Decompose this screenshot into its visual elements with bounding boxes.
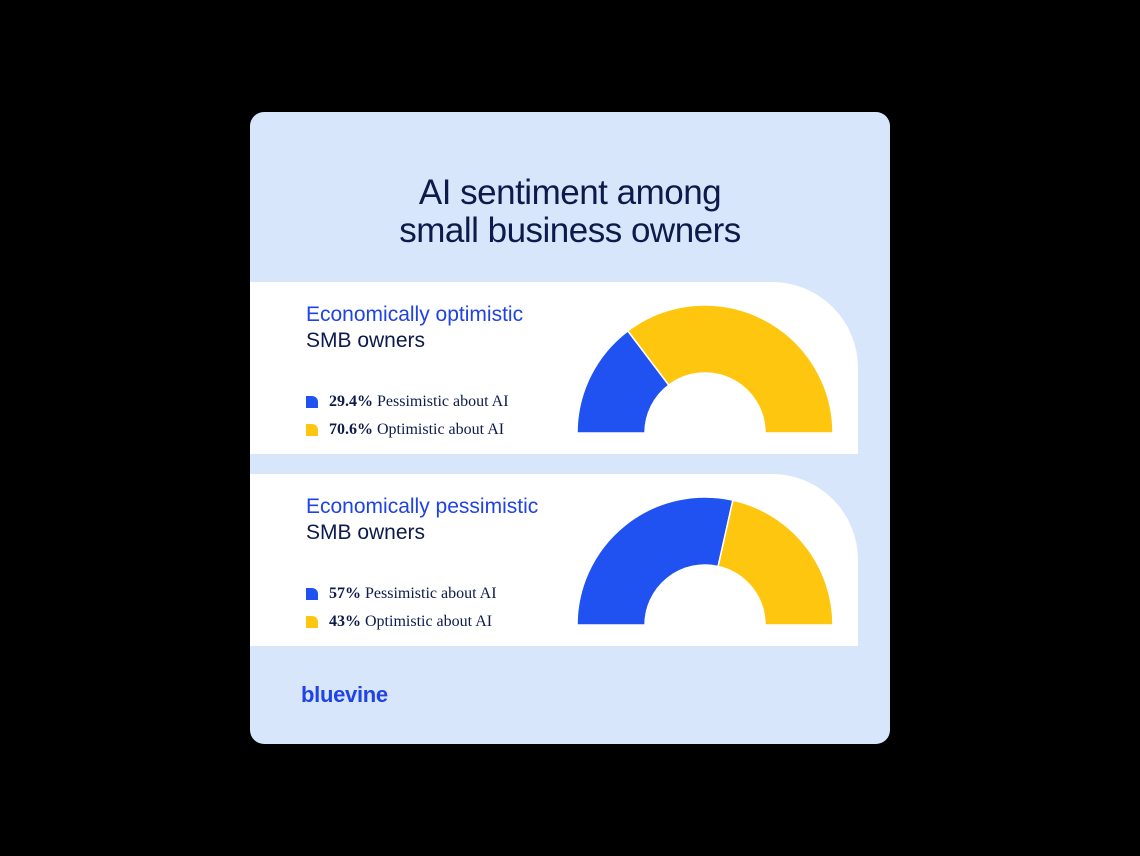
legend-label: Pessimistic about AI (365, 585, 497, 602)
title-line-1: AI sentiment among (418, 173, 722, 212)
legend-swatch-pessimistic (306, 396, 318, 408)
legend-item-pessimistic: 29.4% Pessimistic about AI (306, 388, 509, 416)
panel-heading-accent: Economically optimistic (306, 303, 524, 326)
legend-label: Pessimistic about AI (377, 393, 509, 410)
pessimistic-owners-panel: Economically pessimistic SMB owners 57% … (250, 474, 858, 646)
legend-item-optimistic: 70.6% Optimistic about AI (306, 416, 509, 444)
legend-swatch-optimistic (306, 616, 318, 628)
legend-value: 70.6% (329, 421, 373, 438)
legend: 29.4% Pessimistic about AI 70.6% Optimis… (306, 388, 509, 444)
legend-swatch-pessimistic (306, 588, 318, 600)
gauge-slice-optimistic (626, 304, 834, 434)
panel-heading: Economically optimistic SMB owners (306, 302, 523, 354)
gauge-slice-pessimistic (576, 496, 734, 626)
infographic-card: AI sentiment among small business owners… (250, 112, 890, 744)
bluevine-logo: bluevine (301, 682, 388, 707)
legend-item-pessimistic: 57% Pessimistic about AI (306, 580, 497, 608)
legend-swatch-optimistic (306, 424, 318, 436)
legend: 57% Pessimistic about AI 43% Optimistic … (306, 580, 497, 636)
panel-heading-accent: Economically pessimistic (306, 495, 539, 518)
legend-value: 57% (329, 585, 361, 602)
title-line-2: small business owners (399, 211, 741, 250)
gauge-chart-pessimistic-owners (576, 496, 834, 626)
legend-value: 43% (329, 613, 361, 630)
legend-item-optimistic: 43% Optimistic about AI (306, 608, 497, 636)
panel-heading-main: SMB owners (306, 329, 426, 352)
gauge-slice-optimistic (717, 499, 834, 626)
panel-heading: Economically pessimistic SMB owners (306, 494, 538, 546)
legend-label: Optimistic about AI (377, 421, 505, 438)
legend-label: Optimistic about AI (365, 613, 493, 630)
page-title: AI sentiment among small business owners (250, 174, 890, 250)
gauge-chart-optimistic-owners (576, 304, 834, 434)
optimistic-owners-panel: Economically optimistic SMB owners 29.4%… (250, 282, 858, 454)
panel-heading-main: SMB owners (306, 521, 426, 544)
legend-value: 29.4% (329, 393, 373, 410)
